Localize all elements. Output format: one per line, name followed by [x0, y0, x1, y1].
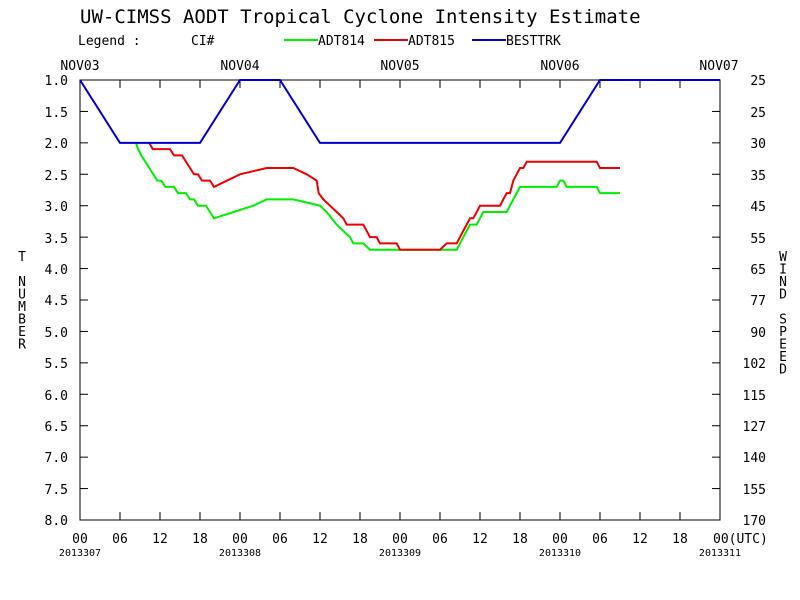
- left-y-tick-label: 3.5: [45, 232, 68, 247]
- x-tick-label: 06: [592, 532, 608, 547]
- top-date-label: NOV05: [380, 59, 419, 74]
- legend-entry-adt814: ADT814: [318, 34, 365, 49]
- right-y-tick-label: 25: [750, 106, 766, 121]
- y-right-label-letter: P: [779, 325, 787, 340]
- x-tick-label: 12: [472, 532, 488, 547]
- left-y-tick-label: 6.5: [45, 420, 68, 435]
- right-y-tick-label: 35: [750, 169, 766, 184]
- top-axis-labels: NOV03 NOV04 NOV05 NOV06 NOV07: [60, 59, 738, 74]
- x-date-labels: 2013307 2013308 2013309 2013310 2013311: [59, 548, 741, 559]
- y-left-label-letter: R: [18, 338, 26, 353]
- top-date-label: NOV07: [699, 59, 738, 74]
- right-y-tick-label: 25: [750, 74, 766, 89]
- x-tick-label: 06: [432, 532, 448, 547]
- x-tick-label: 18: [352, 532, 368, 547]
- right-y-tick-label: 127: [743, 420, 766, 435]
- x-tick-label: 06: [272, 532, 288, 547]
- left-y-tick-label: 1.0: [45, 74, 68, 89]
- y-left-label-letter: M: [18, 300, 26, 315]
- right-y-tick-label: 55: [750, 232, 766, 247]
- x-tick-label: 12: [312, 532, 328, 547]
- x-tick-label: 18: [512, 532, 528, 547]
- x-tick-labels: 00 06 12 18 00 06 12 18 00 06 12 18 00 0…: [72, 532, 768, 547]
- left-y-tick-label: 4.5: [45, 294, 68, 309]
- right-y-tick-labels: 25 25 30 35 45 55 65 77 90 102 115 127 1…: [743, 74, 766, 529]
- left-y-tick-label: 5.0: [45, 326, 68, 341]
- y-right-label-letter: W: [779, 250, 787, 265]
- y-left-label-letter: T: [18, 250, 26, 265]
- x-date-label: 2013310: [539, 548, 581, 559]
- x-tick-label: 00: [232, 532, 248, 547]
- right-y-tick-label: 140: [743, 451, 766, 466]
- top-date-label: NOV03: [60, 59, 99, 74]
- legend-entry-besttrk: BESTTRK: [506, 34, 561, 49]
- y-right-label-letter: S: [779, 313, 787, 328]
- y-left-label-letter: E: [18, 325, 26, 340]
- left-y-tick-label: 1.5: [45, 106, 68, 121]
- right-y-tick-label: 45: [750, 200, 766, 215]
- y-right-label-letter: N: [779, 275, 787, 290]
- left-y-tick-label: 5.5: [45, 357, 68, 372]
- x-date-label: 2013311: [699, 548, 741, 559]
- chart-title: UW-CIMSS AODT Tropical Cyclone Intensity…: [80, 6, 641, 28]
- x-tick-label: 00: [72, 532, 88, 547]
- y-right-label-letter: D: [779, 363, 787, 378]
- left-y-tick-label: 8.0: [45, 514, 68, 529]
- y-left-label-letter: B: [18, 313, 26, 328]
- y-right-label-letter: D: [779, 288, 787, 303]
- x-tick-label: 00: [552, 532, 568, 547]
- right-y-tick-label: 30: [750, 137, 766, 152]
- top-date-label: NOV06: [540, 59, 579, 74]
- legend: Legend : CI# ADT814 ADT815 BESTTRK: [78, 34, 561, 49]
- right-y-tick-label: 102: [743, 357, 766, 372]
- x-tick-label: 12: [152, 532, 168, 547]
- right-y-tick-label: 90: [750, 326, 766, 341]
- right-y-tick-label: 170: [743, 514, 766, 529]
- legend-label: Legend :: [78, 34, 141, 49]
- x-date-label: 2013308: [219, 548, 261, 559]
- y-right-label-letter: I: [779, 263, 787, 278]
- y-left-label-letter: N: [18, 275, 26, 290]
- series-group: [79, 79, 720, 251]
- x-tick-label: 18: [192, 532, 208, 547]
- y-right-label-letter: E: [779, 350, 787, 365]
- y-left-label-letter: U: [18, 288, 26, 303]
- left-y-tick-label: 2.5: [45, 169, 68, 184]
- x-tick-label: 18: [672, 532, 688, 547]
- x-tick-label: 00: [392, 532, 408, 547]
- series-line-adt814: [135, 142, 620, 251]
- left-y-tick-labels: 1.0 1.5 2.0 2.5 3.0 3.5 4.0 4.5 5.0 5.5 …: [45, 74, 68, 529]
- series-line-besttrk: [79, 79, 720, 144]
- top-date-label: NOV04: [220, 59, 259, 74]
- left-y-tick-label: 6.0: [45, 389, 68, 404]
- y-right-label-letter: E: [779, 338, 787, 353]
- axis-ticks: [79, 79, 721, 521]
- left-y-tick-label: 7.0: [45, 451, 68, 466]
- x-tick-label: 00(UTC): [713, 532, 768, 547]
- plot-frame: [79, 79, 721, 521]
- left-y-tick-label: 7.5: [45, 483, 68, 498]
- left-y-tick-label: 4.0: [45, 263, 68, 278]
- x-tick-label: 12: [632, 532, 648, 547]
- legend-entry-adt815: ADT815: [408, 34, 455, 49]
- left-y-tick-label: 2.0: [45, 137, 68, 152]
- left-y-tick-label: 3.0: [45, 200, 68, 215]
- x-tick-label: 06: [112, 532, 128, 547]
- right-y-tick-label: 155: [743, 483, 766, 498]
- x-date-label: 2013307: [59, 548, 101, 559]
- legend-ci-label: CI#: [191, 34, 215, 49]
- right-y-tick-label: 65: [750, 263, 766, 278]
- right-y-tick-label: 115: [743, 389, 766, 404]
- x-date-label: 2013309: [379, 548, 421, 559]
- series-line-adt815: [148, 142, 620, 251]
- right-y-tick-label: 77: [750, 294, 766, 309]
